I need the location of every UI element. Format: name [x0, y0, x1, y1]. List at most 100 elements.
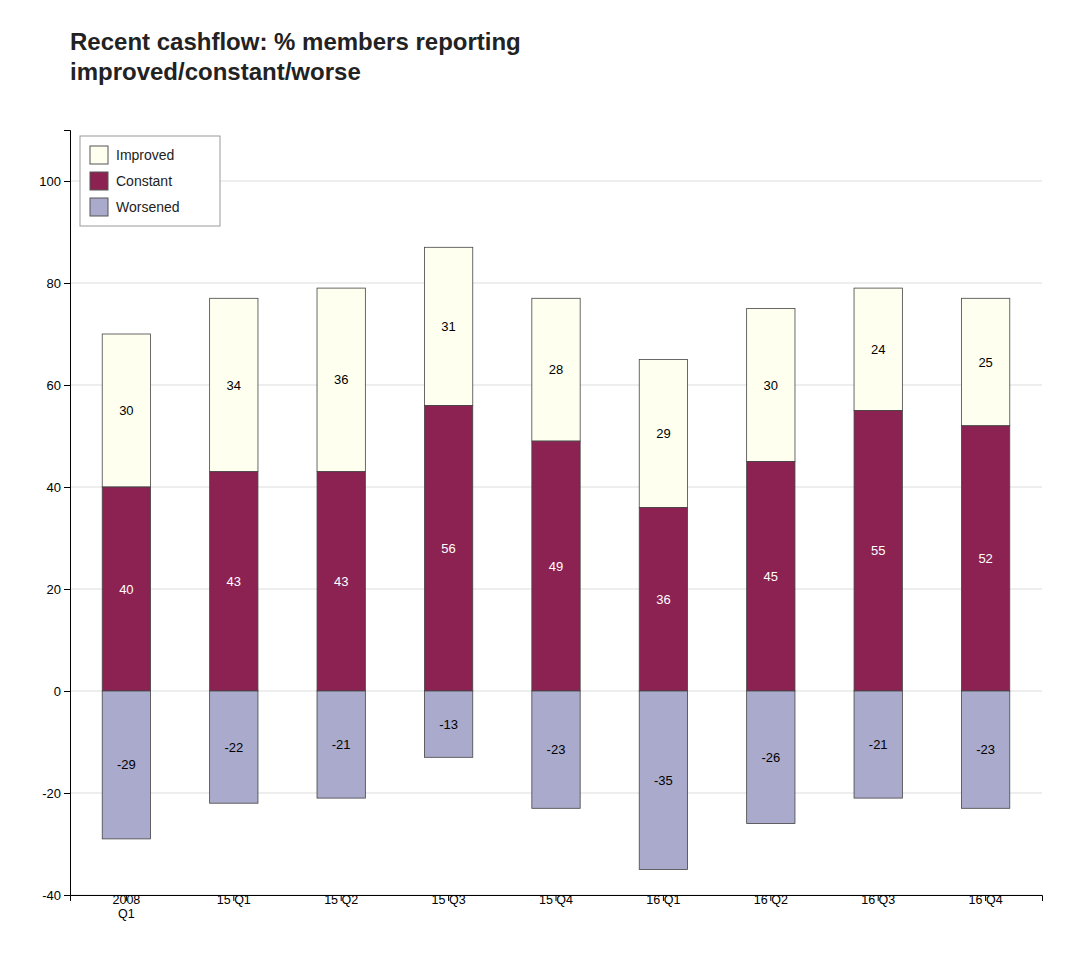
bar [424, 405, 472, 691]
y-tick-label: 80 [47, 276, 61, 291]
bar [317, 691, 365, 798]
y-tick: 40 [47, 480, 70, 495]
grid [70, 181, 1042, 895]
data-label: -26 [761, 750, 780, 765]
data-label: 36 [334, 372, 348, 387]
bar [639, 691, 687, 870]
bar [317, 472, 365, 691]
y-tick-label: -40 [42, 888, 61, 903]
x-tick-label: 16 Q3 [861, 893, 895, 907]
x-tick: 16 Q4 [969, 893, 1003, 907]
data-labels: 303436312829302425404343564936455552-29-… [117, 319, 995, 788]
legend-item: Improved [90, 146, 174, 164]
data-label: 25 [978, 355, 992, 370]
data-label: 36 [656, 592, 670, 607]
bar [854, 288, 902, 410]
x-tick: 15 Q3 [432, 893, 466, 907]
x-tick: 15 Q2 [324, 893, 358, 907]
data-label: 28 [549, 362, 563, 377]
bar [532, 298, 580, 441]
data-label: -21 [332, 737, 351, 752]
legend: Improved Constant Worsened [80, 136, 220, 226]
x-tick-label-line: 2008 [112, 893, 140, 907]
data-label: -22 [224, 740, 243, 755]
grid-line [70, 283, 1042, 284]
title-line: Recent cashflow: % members reporting [70, 28, 521, 55]
bar [639, 507, 687, 691]
x-tick-label-line: 15 Q3 [432, 893, 466, 907]
bar [102, 487, 150, 691]
data-label: 55 [871, 543, 885, 558]
x-tick-label: 15 Q3 [432, 893, 466, 907]
data-label: 24 [871, 342, 885, 357]
bar [210, 472, 258, 691]
data-label: 30 [764, 378, 778, 393]
bar [210, 691, 258, 803]
bar [639, 360, 687, 508]
y-tick: 20 [47, 582, 70, 597]
y-tick-mark [64, 181, 70, 182]
y-tick: -20 [42, 786, 70, 801]
bar [747, 691, 795, 824]
chart: Recent cashflow: % members reportingimpr… [0, 0, 1072, 975]
y-tick-label: 100 [39, 174, 61, 189]
bar-series [102, 405, 1010, 691]
y-tick-mark [64, 487, 70, 488]
x-tick: 16 Q2 [754, 893, 788, 907]
data-label: 43 [334, 574, 348, 589]
x-tick-label-line: 16 Q1 [646, 893, 680, 907]
x-tick: 15 Q1 [217, 893, 251, 907]
y-tick-mark [64, 895, 70, 896]
data-label: 29 [656, 426, 670, 441]
bars [102, 247, 1010, 869]
y-tick-mark [64, 691, 70, 692]
y-axis-line [64, 131, 71, 896]
x-tick-label: 16 Q2 [754, 893, 788, 907]
x-tick-label: 2008Q1 [112, 893, 140, 921]
legend-frame [80, 136, 220, 226]
x-axis: 2008Q1 15 Q1 15 Q2 15 Q3 15 Q4 16 Q1 16 Q2 16 Q… [71, 893, 1043, 921]
data-label: -13 [439, 717, 458, 732]
x-tick: 2008Q1 [112, 893, 140, 921]
y-tick-label: -20 [42, 786, 61, 801]
legend-label: Constant [116, 173, 172, 189]
data-label: -29 [117, 757, 136, 772]
x-tick-label-line: 15 Q4 [539, 893, 573, 907]
bar [747, 309, 795, 462]
data-label: 30 [119, 403, 133, 418]
y-tick: 100 [39, 174, 70, 189]
bar [854, 691, 902, 798]
x-tick-label-line: 16 Q2 [754, 893, 788, 907]
bar [102, 334, 150, 487]
data-label: -21 [869, 737, 888, 752]
bar [532, 691, 580, 808]
data-label: 34 [227, 378, 241, 393]
x-tick-label: 16 Q4 [969, 893, 1003, 907]
legend-item: Constant [90, 172, 172, 190]
x-tick-label-line: 16 Q4 [969, 893, 1003, 907]
bar [747, 462, 795, 692]
x-tick-label-line: 15 Q1 [217, 893, 251, 907]
data-label: 52 [978, 551, 992, 566]
bar [210, 298, 258, 471]
y-tick-label: 0 [54, 684, 61, 699]
bar [961, 298, 1009, 426]
x-tick-label-line: Q1 [118, 907, 135, 921]
y-tick-label: 20 [47, 582, 61, 597]
x-tick-label: 16 Q1 [646, 893, 680, 907]
bar-series [102, 691, 1010, 870]
x-tick: 16 Q1 [646, 893, 680, 907]
y-tick: 60 [47, 378, 70, 393]
x-tick-label-line: 16 Q3 [861, 893, 895, 907]
x-tick: 16 Q3 [861, 893, 895, 907]
legend-swatch [90, 146, 108, 164]
data-label: -23 [976, 742, 995, 757]
title: Recent cashflow: % members reportingimpr… [70, 28, 521, 85]
legend-label: Worsened [116, 199, 180, 215]
x-tick-label: 15 Q1 [217, 893, 251, 907]
data-label: 40 [119, 582, 133, 597]
legend-swatch [90, 198, 108, 216]
legend-swatch [90, 172, 108, 190]
y-tick-label: 40 [47, 480, 61, 495]
y-axis: -40 -20 0 20 40 60 80 100 [39, 131, 70, 903]
